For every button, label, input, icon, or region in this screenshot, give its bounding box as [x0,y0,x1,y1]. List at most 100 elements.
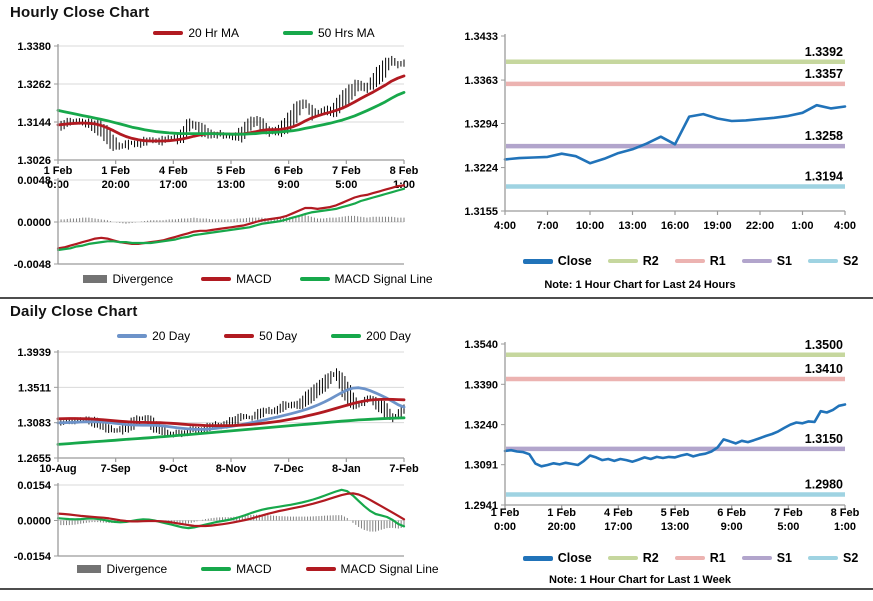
svg-text:1.3240: 1.3240 [464,420,498,432]
svg-text:1.3380: 1.3380 [17,41,51,53]
svg-text:1.3083: 1.3083 [17,418,51,430]
hourly-levels-legend: Close R2 R1 S1 S2 [436,254,873,268]
svg-text:9:00: 9:00 [721,521,743,533]
legend-swatch-icon [224,334,255,338]
legend-swatch-icon [522,258,553,264]
svg-text:5 Feb: 5 Feb [217,165,246,177]
legend-item-20-hr-ma: 20 Hr MA [153,26,239,40]
legend-label: 50 Hrs MA [318,26,375,40]
legend-label: 200 Day [366,329,411,343]
legend-item-20-day: 20 Day [117,329,190,343]
legend-swatch-icon [522,555,553,561]
legend-label: MACD [236,562,272,576]
svg-text:7-Sep: 7-Sep [101,463,131,475]
svg-text:0:00: 0:00 [494,521,516,533]
legend-label: Close [557,551,592,565]
legend-label: S1 [776,254,792,268]
svg-text:4 Feb: 4 Feb [604,507,633,519]
legend-swatch-icon [331,334,362,338]
legend-label: MACD Signal Line [334,272,433,286]
legend-label: MACD [236,272,272,286]
svg-text:1:00: 1:00 [791,220,813,232]
legend-label: R1 [709,551,726,565]
svg-text:1.3410: 1.3410 [805,362,843,376]
legend-item-r1: R1 [674,254,726,268]
svg-text:1.3294: 1.3294 [464,119,499,131]
svg-text:10-Aug: 10-Aug [39,463,76,475]
svg-text:1.3194: 1.3194 [805,169,843,183]
legend-item-r2: R2 [607,551,659,565]
hourly-macd-legend: Divergence MACD MACD Signal Line [0,272,476,286]
hourly-pivot-levels-chart: 1.3433 1.3363 1.3294 1.3224 1.3155 1.3392 1.33… [464,31,856,232]
svg-text:1.3262: 1.3262 [17,79,51,91]
svg-text:-0.0154: -0.0154 [14,551,52,563]
svg-text:1.3357: 1.3357 [805,67,843,81]
bottom-divider [0,588,873,590]
svg-text:1.2655: 1.2655 [17,453,51,465]
svg-text:13:00: 13:00 [217,179,245,191]
daily-macd-legend: Divergence MACD MACD Signal Line [0,562,476,576]
svg-text:5:00: 5:00 [777,521,799,533]
legend-swatch-icon [741,259,772,263]
legend-swatch-icon [305,567,336,571]
svg-text:1.3500: 1.3500 [805,338,843,352]
hourly-main-legend: 20 Hr MA 50 Hrs MA [0,26,482,40]
svg-text:-0.0048: -0.0048 [14,259,51,271]
legend-item-macd-signal-line: MACD Signal Line [305,562,439,576]
legend-label: 20 Hr MA [188,26,239,40]
svg-text:13:00: 13:00 [661,521,689,533]
svg-text:1.3433: 1.3433 [464,31,498,43]
legend-item-macd-signal-line: MACD Signal Line [299,272,433,286]
svg-text:7 Feb: 7 Feb [774,507,803,519]
svg-text:1.3026: 1.3026 [17,155,51,167]
daily-macd-chart: 0.0154 0.0000 -0.0154 [14,480,406,563]
svg-text:1.2941: 1.2941 [464,500,498,512]
svg-text:1.3155: 1.3155 [464,206,498,218]
svg-text:8-Nov: 8-Nov [216,463,247,475]
svg-text:1.3511: 1.3511 [18,382,51,394]
svg-text:1.3091: 1.3091 [464,460,498,472]
svg-text:1 Feb: 1 Feb [44,165,73,177]
legend-item-macd: MACD [201,272,272,286]
svg-text:20:00: 20:00 [548,521,576,533]
svg-text:10:00: 10:00 [576,220,604,232]
svg-text:1.3390: 1.3390 [464,379,498,391]
legend-item-divergence: Divergence [83,272,173,286]
svg-text:4:00: 4:00 [494,220,516,232]
svg-text:9:00: 9:00 [278,179,300,191]
svg-text:7-Feb: 7-Feb [389,463,419,475]
legend-item-s1: S1 [741,551,792,565]
svg-text:6 Feb: 6 Feb [717,507,746,519]
legend-item-macd: MACD [201,562,272,576]
legend-swatch-icon [607,556,638,560]
legend-swatch-icon [83,275,108,283]
hourly-section-title: Hourly Close Chart [10,4,150,21]
svg-text:1.3144: 1.3144 [17,117,52,129]
svg-text:1 Feb: 1 Feb [491,507,520,519]
svg-text:22:00: 22:00 [746,220,774,232]
svg-text:17:00: 17:00 [159,179,187,191]
svg-text:0.0154: 0.0154 [17,480,52,492]
svg-text:13:00: 13:00 [618,220,646,232]
svg-text:7-Dec: 7-Dec [274,463,304,475]
svg-text:0.0000: 0.0000 [17,516,51,528]
svg-text:7 Feb: 7 Feb [332,165,361,177]
svg-text:20:00: 20:00 [102,179,130,191]
svg-text:1 Feb: 1 Feb [101,165,130,177]
svg-text:16:00: 16:00 [661,220,689,232]
legend-item-s2: S2 [808,254,858,268]
legend-swatch-icon [283,31,313,35]
legend-swatch-icon [808,556,838,560]
legend-label: R1 [709,254,726,268]
svg-text:0.0048: 0.0048 [17,175,51,187]
legend-label: 20 Day [152,329,191,343]
daily-section-title: Daily Close Chart [10,303,138,320]
section-divider [0,297,873,299]
legend-swatch-icon [117,334,148,338]
svg-text:4 Feb: 4 Feb [159,165,188,177]
legend-swatch-icon [153,31,184,35]
legend-item-s1: S1 [741,254,792,268]
legend-item-s2: S2 [808,551,858,565]
svg-text:1.3258: 1.3258 [805,129,843,143]
